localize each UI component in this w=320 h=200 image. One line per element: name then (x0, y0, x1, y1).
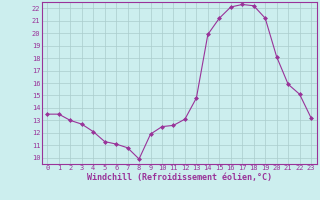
X-axis label: Windchill (Refroidissement éolien,°C): Windchill (Refroidissement éolien,°C) (87, 173, 272, 182)
